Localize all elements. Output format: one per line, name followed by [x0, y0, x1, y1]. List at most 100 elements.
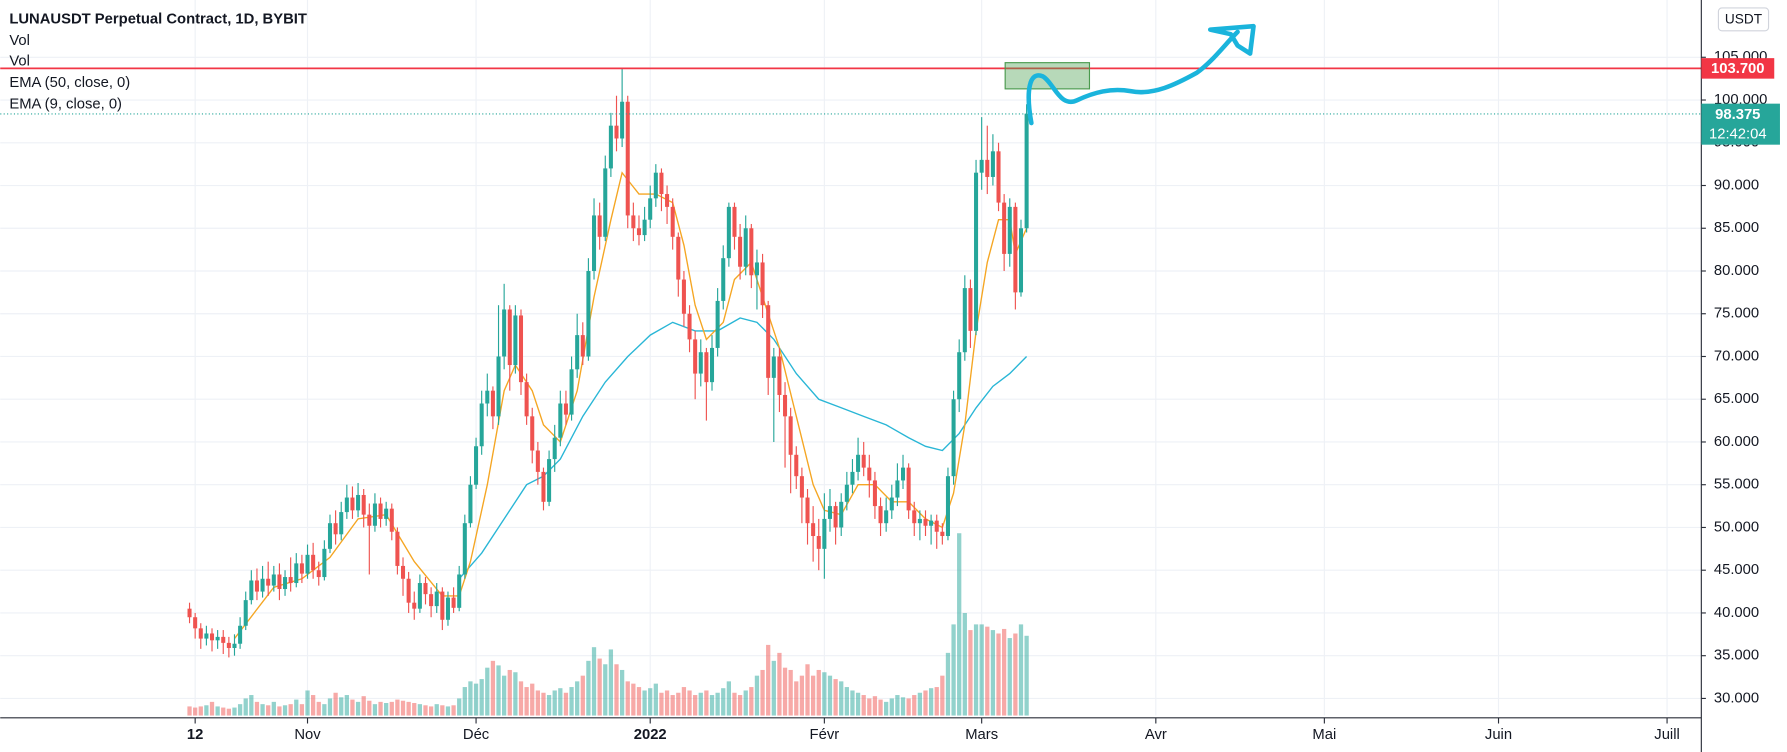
- candle-body: [490, 390, 495, 417]
- candle-body: [356, 494, 361, 511]
- x-tick-label: Nov: [294, 727, 321, 743]
- candle-body: [198, 628, 203, 639]
- candle-body: [794, 454, 799, 477]
- volume-bar: [833, 679, 838, 716]
- candle-body: [311, 554, 316, 571]
- candle-body: [929, 520, 934, 526]
- candle-body: [709, 347, 715, 383]
- candle-body: [530, 416, 535, 451]
- candle-body: [215, 636, 220, 641]
- candle-body: [597, 215, 602, 237]
- currency-badge[interactable]: [1717, 7, 1770, 32]
- candle-body: [322, 548, 327, 578]
- ema-line: [233, 171, 1028, 640]
- candle-body: [485, 390, 490, 404]
- volume-bar: [232, 707, 237, 716]
- volume-bar: [631, 683, 636, 716]
- countdown-label: 12:42:04: [1709, 126, 1767, 142]
- price-label: 103.700: [1711, 61, 1765, 77]
- volume-bar: [1024, 635, 1029, 716]
- volume-bar: [1002, 628, 1007, 716]
- candle-body: [378, 503, 383, 519]
- volume-bar: [1013, 633, 1018, 716]
- candle-body: [985, 159, 990, 177]
- volume-bar: [900, 697, 906, 716]
- y-tick-label: 50.000: [1714, 519, 1759, 535]
- candle-body: [642, 219, 647, 236]
- candle-body: [968, 288, 973, 331]
- volume-bar: [479, 679, 484, 716]
- volume-bar: [827, 675, 833, 716]
- volume-bar: [580, 675, 585, 716]
- volume-bar: [552, 690, 557, 716]
- volume-bar: [355, 701, 361, 716]
- candle-body: [799, 476, 804, 498]
- volume-bar: [344, 695, 349, 716]
- drawn-arrow: [1026, 29, 1240, 126]
- volume-bar: [288, 704, 293, 716]
- candle-body: [1018, 228, 1024, 293]
- volume-bar: [749, 687, 754, 716]
- volume-bar: [777, 652, 782, 716]
- candle-body: [844, 484, 849, 502]
- candle-body: [238, 625, 243, 644]
- volume-bar: [221, 707, 226, 716]
- volume-bar: [518, 681, 524, 716]
- volume-bar: [973, 624, 979, 716]
- candle-body: [305, 554, 310, 574]
- x-tick-label: Déc: [463, 727, 490, 743]
- candle-body: [552, 437, 557, 460]
- volume-bar: [187, 706, 192, 716]
- volume-bar: [698, 692, 703, 716]
- volume-bar: [996, 633, 1001, 716]
- volume-bar: [928, 688, 934, 716]
- chart-title: LUNAUSDT Perpetual Contract, 1D, BYBIT: [9, 11, 307, 27]
- candle-body: [333, 523, 338, 535]
- volume-bar: [608, 649, 614, 716]
- volume-bar: [384, 703, 389, 716]
- volume-bar: [861, 695, 866, 716]
- candle-body: [754, 262, 759, 276]
- volume-bar: [810, 675, 816, 716]
- candle-body: [445, 597, 450, 620]
- candle-body: [996, 151, 1001, 203]
- candle-body: [417, 583, 422, 609]
- candle-body: [563, 403, 568, 415]
- volume-bar: [687, 690, 692, 716]
- volume-bar: [440, 705, 445, 716]
- volume-bar: [226, 708, 232, 716]
- volume-bar: [968, 630, 973, 716]
- drawn-arrowhead: [1207, 23, 1256, 56]
- candle-body: [249, 580, 254, 601]
- volume-bar: [237, 704, 243, 716]
- volume-bar: [502, 675, 507, 716]
- x-tick-label: Avr: [1145, 727, 1167, 743]
- volume-bar: [816, 669, 821, 716]
- candle-body: [547, 459, 552, 502]
- volume-bar: [389, 701, 394, 716]
- candle-body: [260, 578, 265, 592]
- volume-bar: [855, 692, 861, 716]
- y-tick-label: 35.000: [1714, 648, 1759, 664]
- candle-body: [620, 101, 625, 139]
- candle-body: [912, 510, 917, 524]
- volume-bar: [254, 701, 260, 716]
- candle-body: [726, 206, 731, 259]
- volume-bar: [625, 681, 630, 716]
- candle-body: [496, 356, 501, 417]
- volume-bar: [732, 692, 737, 716]
- volume-bar: [709, 695, 715, 716]
- candle-body: [395, 531, 400, 566]
- candle-body: [288, 577, 293, 584]
- candle-body: [513, 315, 518, 366]
- volume-bar: [451, 705, 456, 716]
- volume-bar: [895, 695, 900, 716]
- candle-body: [687, 313, 692, 340]
- y-tick-label: 40.000: [1714, 605, 1759, 621]
- volume-bar: [316, 701, 321, 716]
- volume-bar: [962, 612, 967, 716]
- y-tick-label: 70.000: [1714, 348, 1759, 364]
- candle-body: [209, 633, 215, 641]
- volume-bar: [726, 681, 731, 716]
- candle-body: [344, 497, 349, 513]
